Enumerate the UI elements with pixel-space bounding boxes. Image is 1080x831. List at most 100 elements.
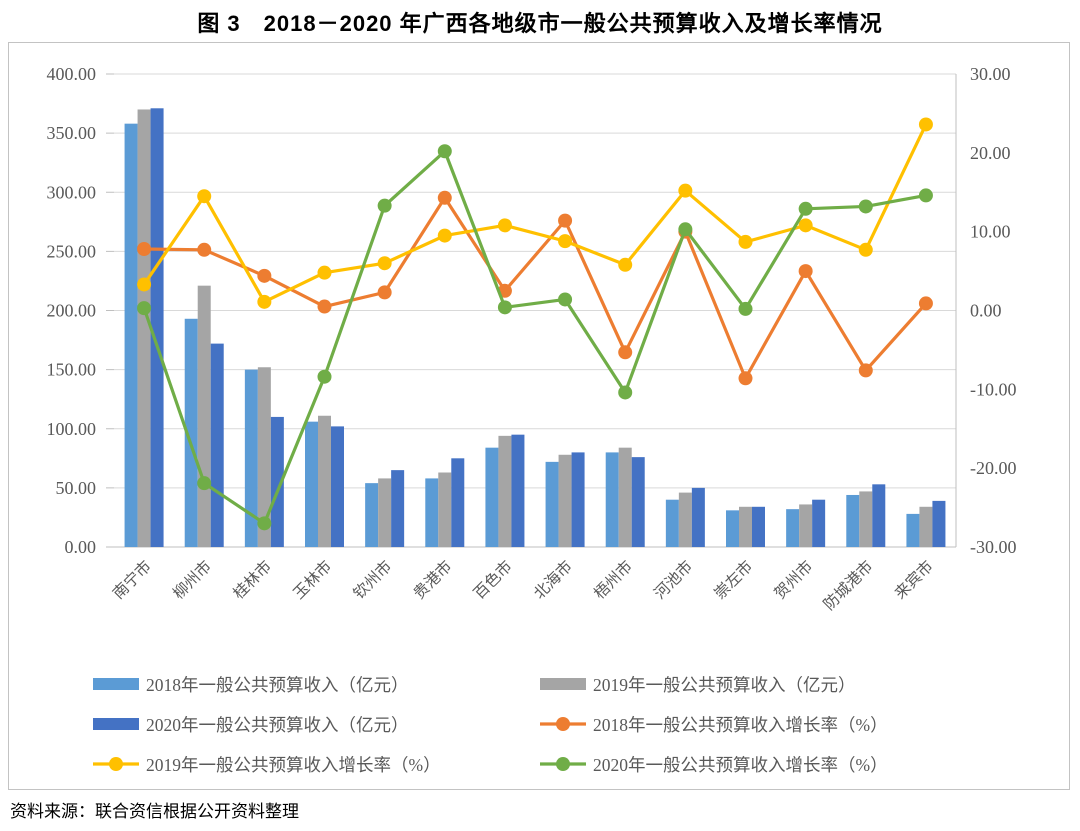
line-marker (377, 285, 392, 300)
bar (932, 500, 946, 547)
bar (752, 506, 765, 547)
category-label: 北海市 (530, 557, 576, 603)
right-axis-label: -10.00 (970, 379, 1017, 399)
line-marker (738, 301, 753, 316)
right-axis-label: -20.00 (970, 458, 1017, 478)
left-axis-label: 200.00 (47, 301, 97, 321)
left-axis-ticks (106, 73, 114, 548)
line-marker (317, 369, 332, 384)
line-path (144, 196, 928, 380)
category-label: 百色市 (470, 557, 516, 603)
right-axis-label: -30.00 (970, 537, 1017, 557)
line-marker (798, 218, 813, 233)
bar (571, 452, 585, 547)
line-marker (257, 268, 272, 283)
line-marker (317, 265, 332, 280)
legend-bar-swatch-icon (93, 677, 139, 691)
legend-label: 2019年一般公共预算收入（亿元） (593, 674, 856, 695)
line-series-2 (137, 117, 933, 309)
line-marker (738, 371, 753, 386)
bar (558, 454, 572, 547)
line-series-3 (137, 144, 933, 531)
bar (244, 369, 258, 547)
right-axis-label: 10.00 (970, 222, 1011, 242)
line-marker (257, 294, 272, 309)
legend-bar-swatch-icon (93, 717, 139, 731)
right-axis-label: 0.00 (970, 301, 1002, 321)
category-labels: 南宁市 柳州市 桂林市 玉林市 钦州市 贵港市 百色市 北海市 梧州市 河池市 崇左市 贺州市 防城港市… (109, 557, 936, 614)
line-marker (858, 242, 873, 257)
line-marker (858, 363, 873, 378)
bar (799, 504, 813, 547)
bar (786, 509, 800, 547)
chart-title: 图 3 2018－2020 年广西各地级市一般公共预算收入及增长率情况 (197, 11, 883, 36)
category-label: 钦州市 (350, 557, 396, 603)
legend-item: 2020年一般公共预算收入（亿元） (93, 710, 540, 738)
line-path (142, 149, 927, 525)
category-label: 贺州市 (771, 557, 817, 603)
bar (691, 487, 705, 547)
category-label: 防城港市 (820, 557, 877, 614)
line-marker (798, 264, 813, 279)
line-marker (197, 476, 212, 491)
left-axis-label: 150.00 (47, 360, 97, 380)
right-axis-labels: 30.00 20.00 10.00 0.00 -10.00 -20.00 -30.00 (970, 64, 1017, 557)
line-marker (558, 234, 573, 249)
line-marker (558, 213, 573, 228)
legend-label: 2020年一般公共预算收入增长率（%） (593, 754, 888, 775)
line-marker (558, 292, 573, 307)
left-axis-label: 350.00 (47, 123, 97, 143)
category-label: 桂林市 (230, 557, 276, 603)
legend-bar-swatch-icon (540, 677, 586, 691)
bar (184, 318, 198, 547)
bar (665, 499, 679, 547)
legend-label: 2019年一般公共预算收入增长率（%） (146, 754, 441, 775)
bar (197, 285, 211, 547)
line-marker (918, 296, 933, 311)
source-note: 资料来源：联合资信根据公开资料整理 (10, 802, 299, 821)
legend-line-swatch-icon (540, 756, 586, 772)
category-label: 崇左市 (711, 557, 757, 603)
line-marker (738, 234, 753, 249)
bar (859, 491, 873, 547)
line-marker (798, 201, 813, 216)
legend-item: 2018年一般公共预算收入增长率（%） (540, 710, 987, 738)
line-marker (678, 183, 693, 198)
bar (872, 484, 886, 547)
line-marker (137, 242, 152, 257)
bar (150, 108, 164, 547)
bar (451, 458, 465, 547)
bar (137, 109, 151, 547)
bar (331, 426, 344, 547)
legend-line-swatch-icon (540, 716, 586, 732)
left-axis-label: 100.00 (47, 419, 97, 439)
bar (545, 461, 559, 547)
line-marker (918, 188, 933, 203)
line-marker (618, 385, 633, 400)
line-marker (197, 189, 212, 204)
bar (391, 470, 405, 547)
left-axis-label: 50.00 (56, 478, 97, 498)
line-marker (197, 242, 212, 257)
bar (726, 510, 739, 547)
line-marker (437, 190, 452, 205)
category-label: 来宾市 (891, 557, 937, 603)
bar (739, 506, 752, 547)
bar-series-1 (124, 123, 920, 547)
legend-label: 2018年一般公共预算收入（亿元） (146, 674, 409, 695)
bar (846, 494, 860, 547)
bar (631, 457, 645, 547)
legend-label: 2020年一般公共预算收入（亿元） (146, 714, 409, 735)
bar (365, 483, 379, 547)
left-axis-label: 300.00 (47, 182, 97, 202)
bar (305, 421, 318, 547)
bar (605, 452, 619, 547)
bar (618, 447, 632, 547)
category-label: 梧州市 (590, 557, 636, 603)
legend-item: 2019年一般公共预算收入（亿元） (540, 670, 987, 698)
line-marker (858, 199, 873, 214)
left-axis-label: 400.00 (47, 64, 97, 84)
category-label: 贵港市 (410, 557, 456, 603)
bar (378, 478, 392, 547)
bar-series-3 (150, 108, 946, 547)
